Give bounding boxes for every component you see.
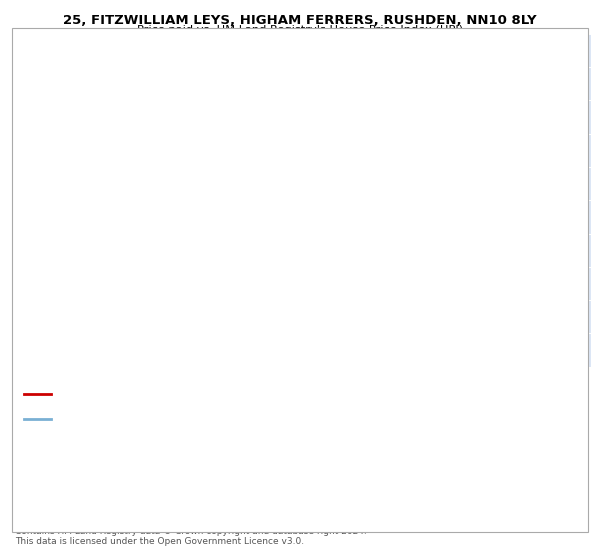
Text: 9% ↑ HPI: 9% ↑ HPI bbox=[318, 446, 371, 456]
Text: 1: 1 bbox=[19, 444, 27, 458]
Text: £240,000: £240,000 bbox=[192, 468, 245, 478]
Text: 2: 2 bbox=[19, 466, 27, 480]
Text: 2: 2 bbox=[422, 60, 431, 73]
Text: £89,995: £89,995 bbox=[192, 446, 238, 456]
Text: 25, FITZWILLIAM LEYS, HIGHAM FERRERS, RUSHDEN, NN10 8LY: 25, FITZWILLIAM LEYS, HIGHAM FERRERS, RU… bbox=[63, 14, 537, 27]
Text: 24-JUL-1998: 24-JUL-1998 bbox=[54, 446, 122, 456]
Text: HPI: Average price, detached house, North Northamptonshire: HPI: Average price, detached house, Nort… bbox=[55, 414, 376, 424]
Text: 25, FITZWILLIAM LEYS, HIGHAM FERRERS, RUSHDEN, NN10 8LY (detached house): 25, FITZWILLIAM LEYS, HIGHAM FERRERS, RU… bbox=[55, 389, 478, 399]
Text: 18-MAR-2016: 18-MAR-2016 bbox=[54, 468, 129, 478]
Text: Price paid vs. HM Land Registry's House Price Index (HPI): Price paid vs. HM Land Registry's House … bbox=[137, 25, 463, 35]
Text: Contains HM Land Registry data © Crown copyright and database right 2024.
This d: Contains HM Land Registry data © Crown c… bbox=[15, 526, 367, 546]
Text: 1: 1 bbox=[116, 60, 125, 73]
Text: 11% ↓ HPI: 11% ↓ HPI bbox=[318, 468, 377, 478]
